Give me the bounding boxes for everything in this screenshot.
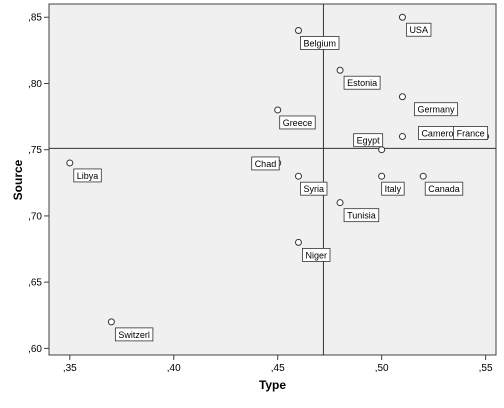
data-point	[398, 13, 406, 21]
data-label-box	[302, 248, 331, 262]
x-axis: ,35 ,40 ,45 ,50 ,55	[63, 355, 493, 374]
data-label: Canada	[424, 181, 464, 196]
data-label: Egypt	[353, 133, 384, 148]
data-point	[419, 172, 427, 180]
data-label-text: France	[457, 128, 485, 138]
data-label: Tunisia	[343, 208, 380, 223]
y-tick-label: ,80	[28, 79, 42, 90]
data-point	[107, 318, 115, 326]
data-label-text: Germany	[417, 105, 455, 115]
x-tick-label: ,35	[63, 363, 77, 374]
data-point	[66, 159, 74, 167]
data-label: Switzerl	[114, 327, 154, 342]
y-tick-label: ,75	[28, 145, 42, 156]
data-point	[274, 106, 282, 114]
data-point	[336, 199, 344, 207]
data-label: France	[453, 126, 489, 140]
plot-area	[48, 3, 497, 356]
data-label-text: Belgium	[303, 38, 336, 48]
data-point	[378, 172, 386, 180]
data-label-box	[73, 168, 102, 183]
data-label-box	[424, 181, 464, 196]
data-label-text: Cameroon	[421, 128, 463, 138]
data-label-text: Estonia	[347, 78, 377, 88]
data-label-text: Syria	[303, 184, 324, 194]
data-point	[294, 172, 302, 180]
x-tick-label: ,55	[479, 363, 493, 374]
data-point	[294, 26, 302, 34]
data-label: Niger	[302, 248, 331, 262]
data-label-text: Libya	[77, 171, 99, 181]
y-tick-label: ,60	[28, 344, 42, 355]
data-label: Italy	[381, 181, 405, 196]
data-label-box	[414, 102, 458, 117]
y-axis-title: Source	[11, 159, 25, 200]
data-label-box	[353, 133, 384, 148]
data-label-text: Egypt	[357, 136, 381, 146]
data-label: Syria	[300, 181, 328, 196]
data-label-text: Greece	[283, 118, 313, 128]
data-point	[294, 238, 302, 246]
data-point	[398, 132, 406, 140]
data-label-text: Switzerl	[118, 330, 150, 340]
data-point	[378, 146, 386, 154]
data-label: USA	[406, 22, 432, 37]
reference-lines	[49, 4, 496, 355]
x-tick-label: ,50	[375, 363, 389, 374]
data-label-box	[453, 126, 489, 140]
data-label-text: USA	[409, 25, 428, 35]
data-label-text: Tunisia	[347, 211, 376, 221]
data-label-box	[343, 75, 381, 90]
data-label-box	[300, 181, 328, 196]
data-label: Germany	[414, 102, 458, 117]
x-axis-title: Type	[259, 378, 286, 392]
data-label: Greece	[279, 115, 316, 130]
y-tick-label: ,85	[28, 13, 42, 24]
data-label-box	[279, 115, 316, 130]
data-label-box	[381, 181, 405, 196]
data-point	[398, 93, 406, 101]
data-label: Chad	[251, 156, 280, 171]
y-tick-label: ,65	[28, 278, 42, 289]
data-label-text: Italy	[385, 184, 402, 194]
data-points: USA Belgium Estonia Germany Greece Egypt Camer…	[66, 13, 490, 342]
x-tick-label: ,40	[167, 363, 181, 374]
data-label-text: Chad	[255, 159, 277, 169]
data-label-box	[300, 36, 340, 50]
data-label-box	[343, 208, 380, 223]
data-label: Belgium	[300, 36, 340, 50]
data-label-box	[114, 327, 154, 342]
data-label-text: Niger	[305, 250, 327, 260]
data-label-box	[406, 22, 432, 37]
data-label-box	[251, 156, 280, 171]
data-label: Estonia	[343, 75, 381, 90]
x-tick-label: ,45	[271, 363, 285, 374]
data-point	[336, 66, 344, 74]
data-label: Libya	[73, 168, 102, 183]
y-axis: ,60 ,65 ,70 ,75 ,80 ,85	[28, 13, 49, 355]
y-tick-label: ,70	[28, 211, 42, 222]
data-label-text: Canada	[428, 184, 460, 194]
